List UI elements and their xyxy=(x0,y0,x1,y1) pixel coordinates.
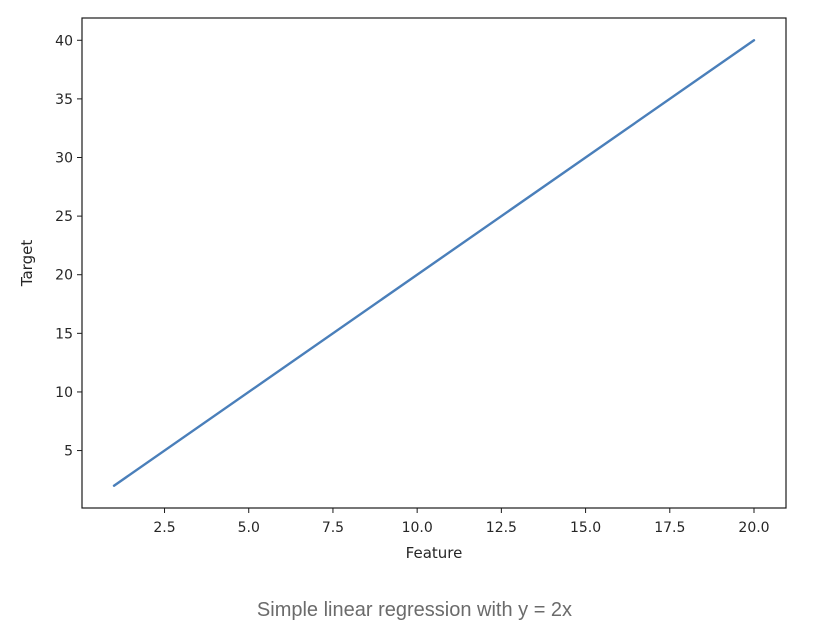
y-tick-label: 40 xyxy=(55,33,73,49)
y-tick-label: 25 xyxy=(55,209,73,225)
y-tick-label: 30 xyxy=(55,150,73,166)
x-tick-label: 10.0 xyxy=(402,520,433,536)
y-tick-label: 35 xyxy=(55,92,73,108)
x-tick-label: 20.0 xyxy=(738,520,769,536)
x-axis-ticks: 2.5 5.0 7.5 10.0 12.5 15.0 17.5 20.0 xyxy=(153,508,770,536)
figure-caption: Simple linear regression with y = 2x xyxy=(256,599,573,621)
series-layer xyxy=(112,39,756,487)
y-tick-label: 10 xyxy=(55,385,73,401)
y-axis-ticks: 5 10 15 20 25 30 35 40 xyxy=(55,33,82,460)
y-tick-label: 15 xyxy=(55,326,73,342)
x-tick-label: 17.5 xyxy=(654,520,685,536)
regression-line-chart: 2.5 5.0 7.5 10.0 12.5 15.0 17.5 20.0 5 10 15 20 25 3… xyxy=(18,17,787,562)
x-tick-label: 2.5 xyxy=(153,520,175,536)
x-axis-label: Feature xyxy=(406,544,463,562)
regression-series-line xyxy=(112,39,756,487)
x-tick-label: 5.0 xyxy=(238,520,260,536)
x-tick-label: 12.5 xyxy=(486,520,517,536)
y-tick-label: 20 xyxy=(55,268,73,284)
y-axis-label: Target xyxy=(18,240,36,288)
x-tick-label: 15.0 xyxy=(570,520,601,536)
x-tick-label: 7.5 xyxy=(322,520,344,536)
y-tick-label: 5 xyxy=(64,444,73,460)
